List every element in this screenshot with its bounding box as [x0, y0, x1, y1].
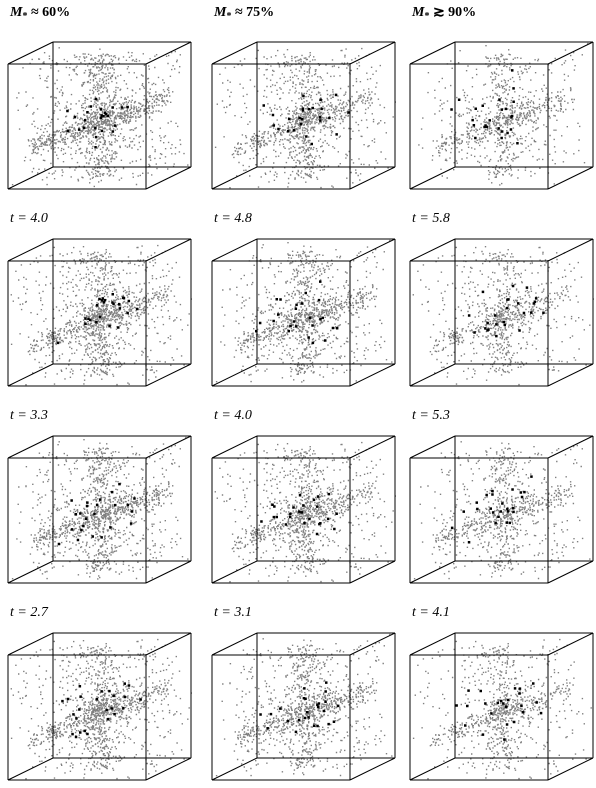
cube-edge	[409, 363, 456, 387]
gray-particles	[413, 441, 591, 580]
gray-particles	[10, 244, 192, 386]
header-symbol: M	[213, 5, 227, 20]
cube-edge	[547, 238, 594, 262]
header-sub: *	[424, 11, 429, 22]
cube-edge	[349, 238, 396, 262]
panel: t = 4.1	[409, 435, 594, 620]
panel-label: t = 3.3	[10, 408, 48, 423]
cube-edge	[409, 560, 456, 584]
cube-edge	[211, 363, 258, 387]
column-header: M* ≈ 75%	[213, 5, 274, 22]
panel-label: t = 4.1	[412, 605, 450, 620]
cube-edge	[7, 166, 54, 190]
panel: t = 3.2	[409, 632, 594, 781]
cube-edge	[349, 166, 396, 190]
cube-edge	[145, 166, 192, 190]
cube-edge	[409, 757, 456, 781]
cube-edge	[145, 560, 192, 584]
cube-edge	[547, 363, 594, 387]
cube-edge	[409, 238, 456, 262]
cube-edge	[547, 632, 594, 656]
black-particles	[61, 682, 142, 739]
cube-edge	[145, 632, 192, 656]
panel: t = 1.7	[7, 632, 192, 781]
cube-edge	[211, 757, 258, 781]
gray-particles	[215, 633, 393, 777]
cube-edge	[211, 238, 258, 262]
panel: t = 4.8	[211, 41, 396, 226]
cube-edge	[349, 435, 396, 459]
cube-edge	[7, 41, 54, 65]
column-header: M* ≳ 90%	[411, 5, 476, 22]
gray-particles	[214, 441, 396, 583]
panel-label: t = 3.1	[214, 605, 252, 620]
panel: t = 4.0	[211, 238, 396, 423]
gray-particles	[10, 638, 192, 780]
cube-edge	[349, 363, 396, 387]
panel: t = 3.3	[7, 238, 192, 423]
cube-edge	[145, 238, 192, 262]
gray-particles	[412, 246, 594, 386]
cube-edge	[145, 41, 192, 65]
cube-edge	[211, 632, 258, 656]
panel-label: t = 5.3	[412, 408, 450, 423]
cube-edge	[7, 238, 54, 262]
cube-edge	[409, 435, 456, 459]
panel-label: t = 5.8	[412, 211, 450, 226]
header-rest: ≳ 90%	[429, 5, 476, 20]
panel-label: t = 4.0	[10, 211, 48, 226]
cube-edge	[547, 757, 594, 781]
gray-particles	[418, 42, 589, 186]
black-particles	[260, 492, 338, 536]
cube-edge	[547, 560, 594, 584]
gray-particles	[11, 47, 189, 188]
header-symbol: M	[411, 5, 425, 20]
cube-edge	[211, 560, 258, 584]
header-rest: ≈ 75%	[231, 5, 274, 20]
cube-edge	[7, 757, 54, 781]
cube-edge	[7, 560, 54, 584]
panel: t = 2.2	[211, 632, 396, 781]
panel-label: t = 4.0	[214, 408, 252, 423]
gray-particles	[215, 239, 393, 383]
black-particles	[450, 475, 533, 544]
header-sub: *	[22, 11, 27, 22]
black-particles	[259, 681, 340, 734]
cube-edge	[409, 166, 456, 190]
column-header: M* ≈ 60%	[9, 5, 70, 22]
panel: t = 4.0	[7, 41, 192, 226]
cube-edge	[547, 41, 594, 65]
panel: t = 3.1	[211, 435, 396, 620]
panel: t = 5.3	[409, 238, 594, 423]
gray-particles	[11, 436, 189, 580]
cube-edge	[145, 435, 192, 459]
cube-edge	[349, 757, 396, 781]
cube-edge	[145, 363, 192, 387]
header-symbol: M	[9, 5, 23, 20]
panel: t = 5.8	[409, 41, 594, 226]
panel: t = 2.7	[7, 435, 192, 620]
cube-edge	[547, 435, 594, 459]
black-particles	[467, 284, 545, 338]
cube-edge	[7, 435, 54, 459]
cube-edge	[145, 757, 192, 781]
cube-edge	[409, 41, 456, 65]
panel-label: t = 4.8	[214, 211, 252, 226]
cube-edge	[349, 41, 396, 65]
cube-edge	[349, 632, 396, 656]
cube-edge	[7, 632, 54, 656]
cube-edge	[211, 435, 258, 459]
cube-edge	[211, 41, 258, 65]
gray-particles	[214, 47, 396, 189]
cube-edge	[349, 560, 396, 584]
cube-edge	[547, 166, 594, 190]
cube-edge	[409, 632, 456, 656]
cube-edge	[211, 166, 258, 190]
header-sub: *	[226, 11, 231, 22]
header-rest: ≈ 60%	[27, 5, 70, 20]
panel-label: t = 2.7	[10, 605, 49, 620]
cube-edge	[7, 363, 54, 387]
